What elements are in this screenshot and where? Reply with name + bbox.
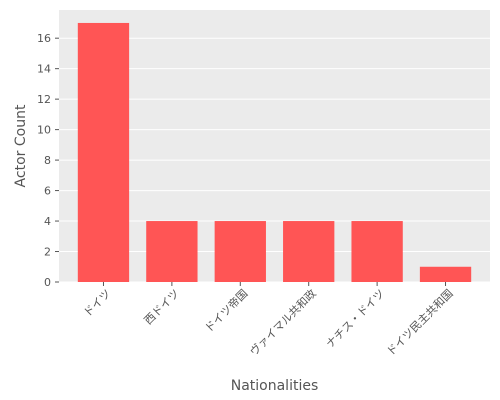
y-tick-label: 12 — [37, 93, 51, 106]
bar — [146, 221, 198, 282]
x-axis-title: Nationalities — [231, 378, 319, 394]
bar — [214, 221, 266, 282]
y-tick-label: 8 — [44, 154, 51, 167]
grid-lines — [59, 37, 490, 283]
y-axis-title: Actor Count — [13, 104, 29, 187]
bar — [351, 221, 403, 282]
y-tick-label: 2 — [44, 246, 51, 259]
y-tick-label: 16 — [37, 32, 51, 45]
y-tick-label: 6 — [44, 185, 51, 198]
bar — [419, 266, 472, 282]
x-tick-label: ドイツ民主共和国 — [384, 287, 455, 358]
bars — [77, 22, 472, 282]
x-tick-label: ヴァイマル共和政 — [247, 286, 319, 358]
y-tick-label: 14 — [37, 63, 51, 76]
x-tick-label: ナチス・ドイツ — [324, 287, 388, 351]
y-tick-label: 0 — [44, 276, 51, 289]
x-tick-label: ドイツ — [81, 287, 114, 320]
y-tick-label: 10 — [37, 124, 51, 137]
x-tick-label: ドイツ帝国 — [202, 286, 251, 335]
bar — [77, 22, 130, 282]
bar — [283, 221, 335, 282]
y-axis-ticks: 0 2 4 6 8 10 12 14 16 — [37, 32, 59, 289]
y-tick-label: 4 — [44, 215, 51, 228]
plot-area — [59, 10, 490, 282]
x-tick-label: 西ドイツ — [142, 287, 182, 327]
